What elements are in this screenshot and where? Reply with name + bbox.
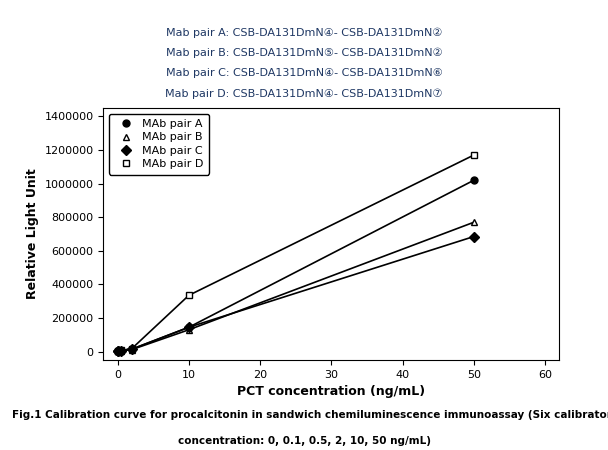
Legend: MAb pair A, MAb pair B, MAb pair C, MAb pair D: MAb pair A, MAb pair B, MAb pair C, MAb … — [109, 113, 209, 175]
X-axis label: PCT concentration (ng/mL): PCT concentration (ng/mL) — [237, 385, 426, 398]
Text: Fig.1 Calibration curve for procalcitonin in sandwich chemiluminescence immunoas: Fig.1 Calibration curve for procalcitoni… — [12, 410, 608, 419]
Y-axis label: Relative Light Unit: Relative Light Unit — [26, 169, 39, 299]
Text: Mab pair D: CSB-DA131DmN④- CSB-DA131DmN⑦: Mab pair D: CSB-DA131DmN④- CSB-DA131DmN⑦ — [165, 89, 443, 99]
Text: Mab pair B: CSB-DA131DmN⑤- CSB-DA131DmN②: Mab pair B: CSB-DA131DmN⑤- CSB-DA131DmN② — [166, 48, 442, 58]
Text: Mab pair A: CSB-DA131DmN④- CSB-DA131DmN②: Mab pair A: CSB-DA131DmN④- CSB-DA131DmN② — [166, 28, 442, 38]
Text: concentration: 0, 0.1, 0.5, 2, 10, 50 ng/mL): concentration: 0, 0.1, 0.5, 2, 10, 50 ng… — [178, 436, 430, 446]
Text: Mab pair C: CSB-DA131DmN④- CSB-DA131DmN⑥: Mab pair C: CSB-DA131DmN④- CSB-DA131DmN⑥ — [165, 68, 443, 78]
